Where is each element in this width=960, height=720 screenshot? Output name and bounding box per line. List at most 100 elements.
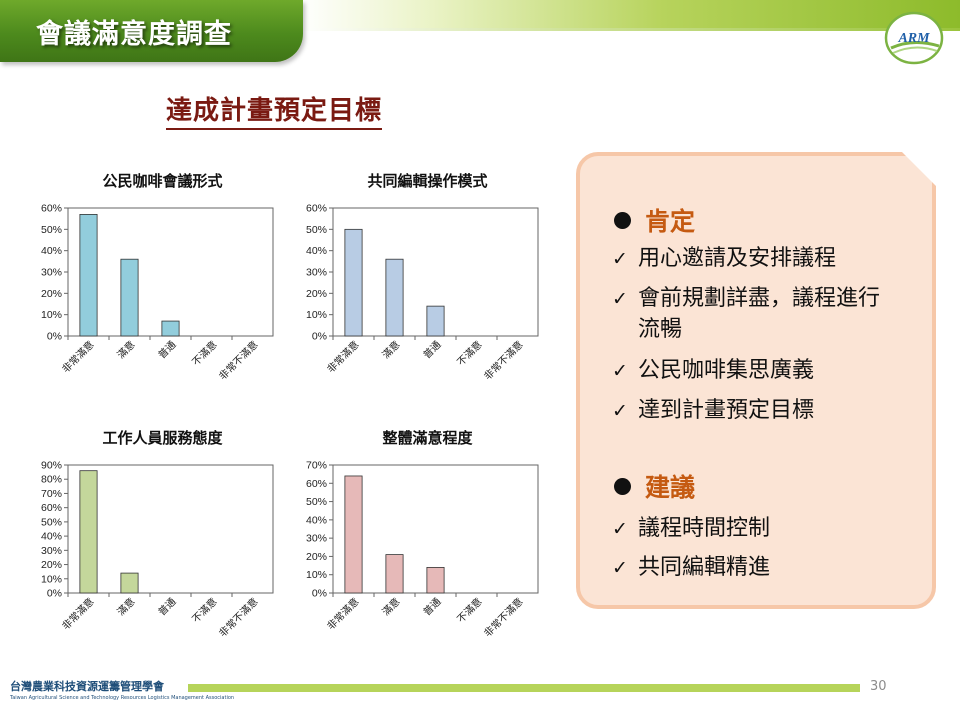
check-icon: ✓ (612, 518, 628, 540)
plot-frame (67, 464, 274, 594)
check-icon: ✓ (612, 400, 628, 422)
section-suggestions: 建議 (614, 468, 695, 504)
y-tick-label: 30% (306, 533, 327, 545)
y-tick-label: 30% (306, 267, 327, 279)
chart-overall-satisfaction: 整體滿意程度 0% 10% 20% 30% 40% 50% 60% 70% 非常滿意 滿意 普通 不滿意… (295, 422, 545, 672)
bar (385, 554, 404, 594)
header-line (300, 28, 960, 31)
x-tick-label: 滿意 (114, 595, 137, 618)
x-tick-label: 不滿意 (454, 595, 484, 625)
y-tick-label: 50% (306, 224, 327, 236)
bar (120, 572, 139, 594)
bullet-icon (614, 477, 631, 495)
chart-staff-attitude: 工作人員服務態度 0% 10% 20% 30% 40% 50% 60% 70% 80% 90% 非常滿… (30, 422, 280, 672)
bar (79, 470, 98, 594)
x-tick-label: 不滿意 (189, 338, 219, 368)
section-title: 建議 (645, 473, 696, 502)
chart-svg: 工作人員服務態度 0% 10% 20% 30% 40% 50% 60% 70% 80% 90% 非常滿… (41, 429, 274, 640)
bar (120, 258, 139, 337)
list-item: ✓ 議程時間控制 (612, 513, 770, 545)
y-tick-label: 10% (41, 573, 62, 585)
x-tick-label: 滿意 (114, 338, 137, 361)
y-tick-label: 0% (47, 588, 62, 600)
y-tick-label: 70% (306, 460, 327, 472)
chart-coediting: 共同編輯操作模式 0% 10% 20% 30% 40% 50% 60% 非常滿意 滿意 普通 不滿意非… (295, 165, 545, 415)
bar (79, 214, 98, 337)
check-icon: ✓ (612, 360, 628, 382)
x-tick-label: 不滿意 (189, 595, 219, 625)
chart-svg: 整體滿意程度 0% 10% 20% 30% 40% 50% 60% 70% 非常滿意 滿意 普通 不滿意… (306, 429, 539, 640)
bar (385, 258, 404, 337)
y-tick-label: 80% (41, 474, 62, 486)
x-tick-label: 滿意 (379, 338, 402, 361)
bar (426, 305, 445, 337)
bar (344, 228, 363, 337)
x-tick-label: 普通 (420, 595, 443, 618)
y-tick-label: 40% (41, 245, 62, 257)
check-icon: ✓ (612, 248, 628, 270)
y-tick-label: 30% (41, 545, 62, 557)
y-tick-label: 60% (41, 203, 62, 215)
bullet-icon (614, 211, 631, 229)
x-tick-label: 滿意 (379, 595, 402, 618)
y-tick-label: 60% (41, 502, 62, 514)
section-praise: 肯定 (614, 202, 695, 238)
y-tick-label: 10% (41, 309, 62, 321)
y-tick-label: 90% (41, 460, 62, 472)
footer-bar (188, 684, 860, 692)
check-icon: ✓ (612, 557, 628, 579)
header-band (300, 0, 960, 28)
chart-title: 共同編輯操作模式 (367, 172, 487, 190)
x-tick-label: 普通 (155, 595, 178, 618)
y-tick-label: 40% (41, 531, 62, 543)
y-tick-label: 10% (306, 309, 327, 321)
page-number: 30 (870, 679, 887, 694)
bar (426, 566, 445, 594)
x-tick-label: 非常滿意 (324, 595, 361, 632)
y-tick-label: 60% (306, 203, 327, 215)
arm-logo: ARM (884, 11, 944, 65)
bar (344, 475, 363, 594)
y-tick-label: 50% (41, 224, 62, 236)
y-tick-label: 0% (312, 331, 327, 343)
plot-frame (67, 207, 274, 337)
summary-panel: 肯定 ✓ 用心邀請及安排議程 ✓ 會前規劃詳盡，議程進行流暢 ✓ 公民咖啡集思廣義 ✓… (576, 152, 936, 609)
list-item: ✓ 會前規劃詳盡，議程進行流暢 (612, 286, 881, 342)
x-tick-label: 非常不滿意 (481, 338, 526, 383)
y-tick-label: 20% (41, 559, 62, 571)
org-name-en: Taiwan Agricultural Science and Technolo… (10, 695, 235, 701)
footer-org-logo: 台灣農業科技資源運籌管理學會 Taiwan Agricultural Scien… (10, 678, 235, 702)
section-title: 肯定 (645, 207, 696, 236)
check-icon: ✓ (612, 288, 628, 310)
x-tick-label: 非常滿意 (324, 338, 361, 375)
y-tick-label: 40% (306, 514, 327, 526)
y-tick-label: 30% (41, 267, 62, 279)
y-tick-label: 70% (41, 488, 62, 500)
list-item: ✓ 達到計畫預定目標 (612, 395, 814, 427)
x-tick-label: 普通 (155, 338, 178, 361)
org-name: 台灣農業科技資源運籌管理學會 (10, 680, 164, 693)
x-tick-label: 非常不滿意 (216, 595, 261, 640)
x-tick-label: 普通 (420, 338, 443, 361)
subtitle: 達成計畫預定目標 (166, 94, 383, 130)
logo-text: ARM (897, 31, 930, 46)
chart-title: 工作人員服務態度 (102, 429, 223, 447)
bar (161, 320, 180, 337)
y-tick-label: 0% (312, 588, 327, 600)
chart-title: 公民咖啡會議形式 (102, 172, 222, 190)
x-tick-label: 非常不滿意 (481, 595, 526, 640)
panel-folded-corner (902, 152, 936, 186)
y-tick-label: 50% (306, 496, 327, 508)
header-tab: 會議滿意度調查 (0, 0, 303, 62)
y-tick-label: 10% (306, 569, 327, 581)
y-tick-label: 60% (306, 478, 327, 490)
y-tick-label: 40% (306, 245, 327, 257)
chart-title: 整體滿意程度 (382, 429, 473, 447)
list-item: ✓ 用心邀請及安排議程 (612, 243, 836, 275)
y-tick-label: 20% (306, 551, 327, 563)
chart-svg: 共同編輯操作模式 0% 10% 20% 30% 40% 50% 60% 非常滿意 滿意 普通 不滿意非… (306, 172, 539, 383)
y-tick-label: 20% (41, 288, 62, 300)
list-item: ✓ 共同編輯精進 (612, 552, 770, 584)
x-tick-label: 非常滿意 (59, 595, 96, 632)
x-tick-label: 非常不滿意 (216, 338, 261, 383)
